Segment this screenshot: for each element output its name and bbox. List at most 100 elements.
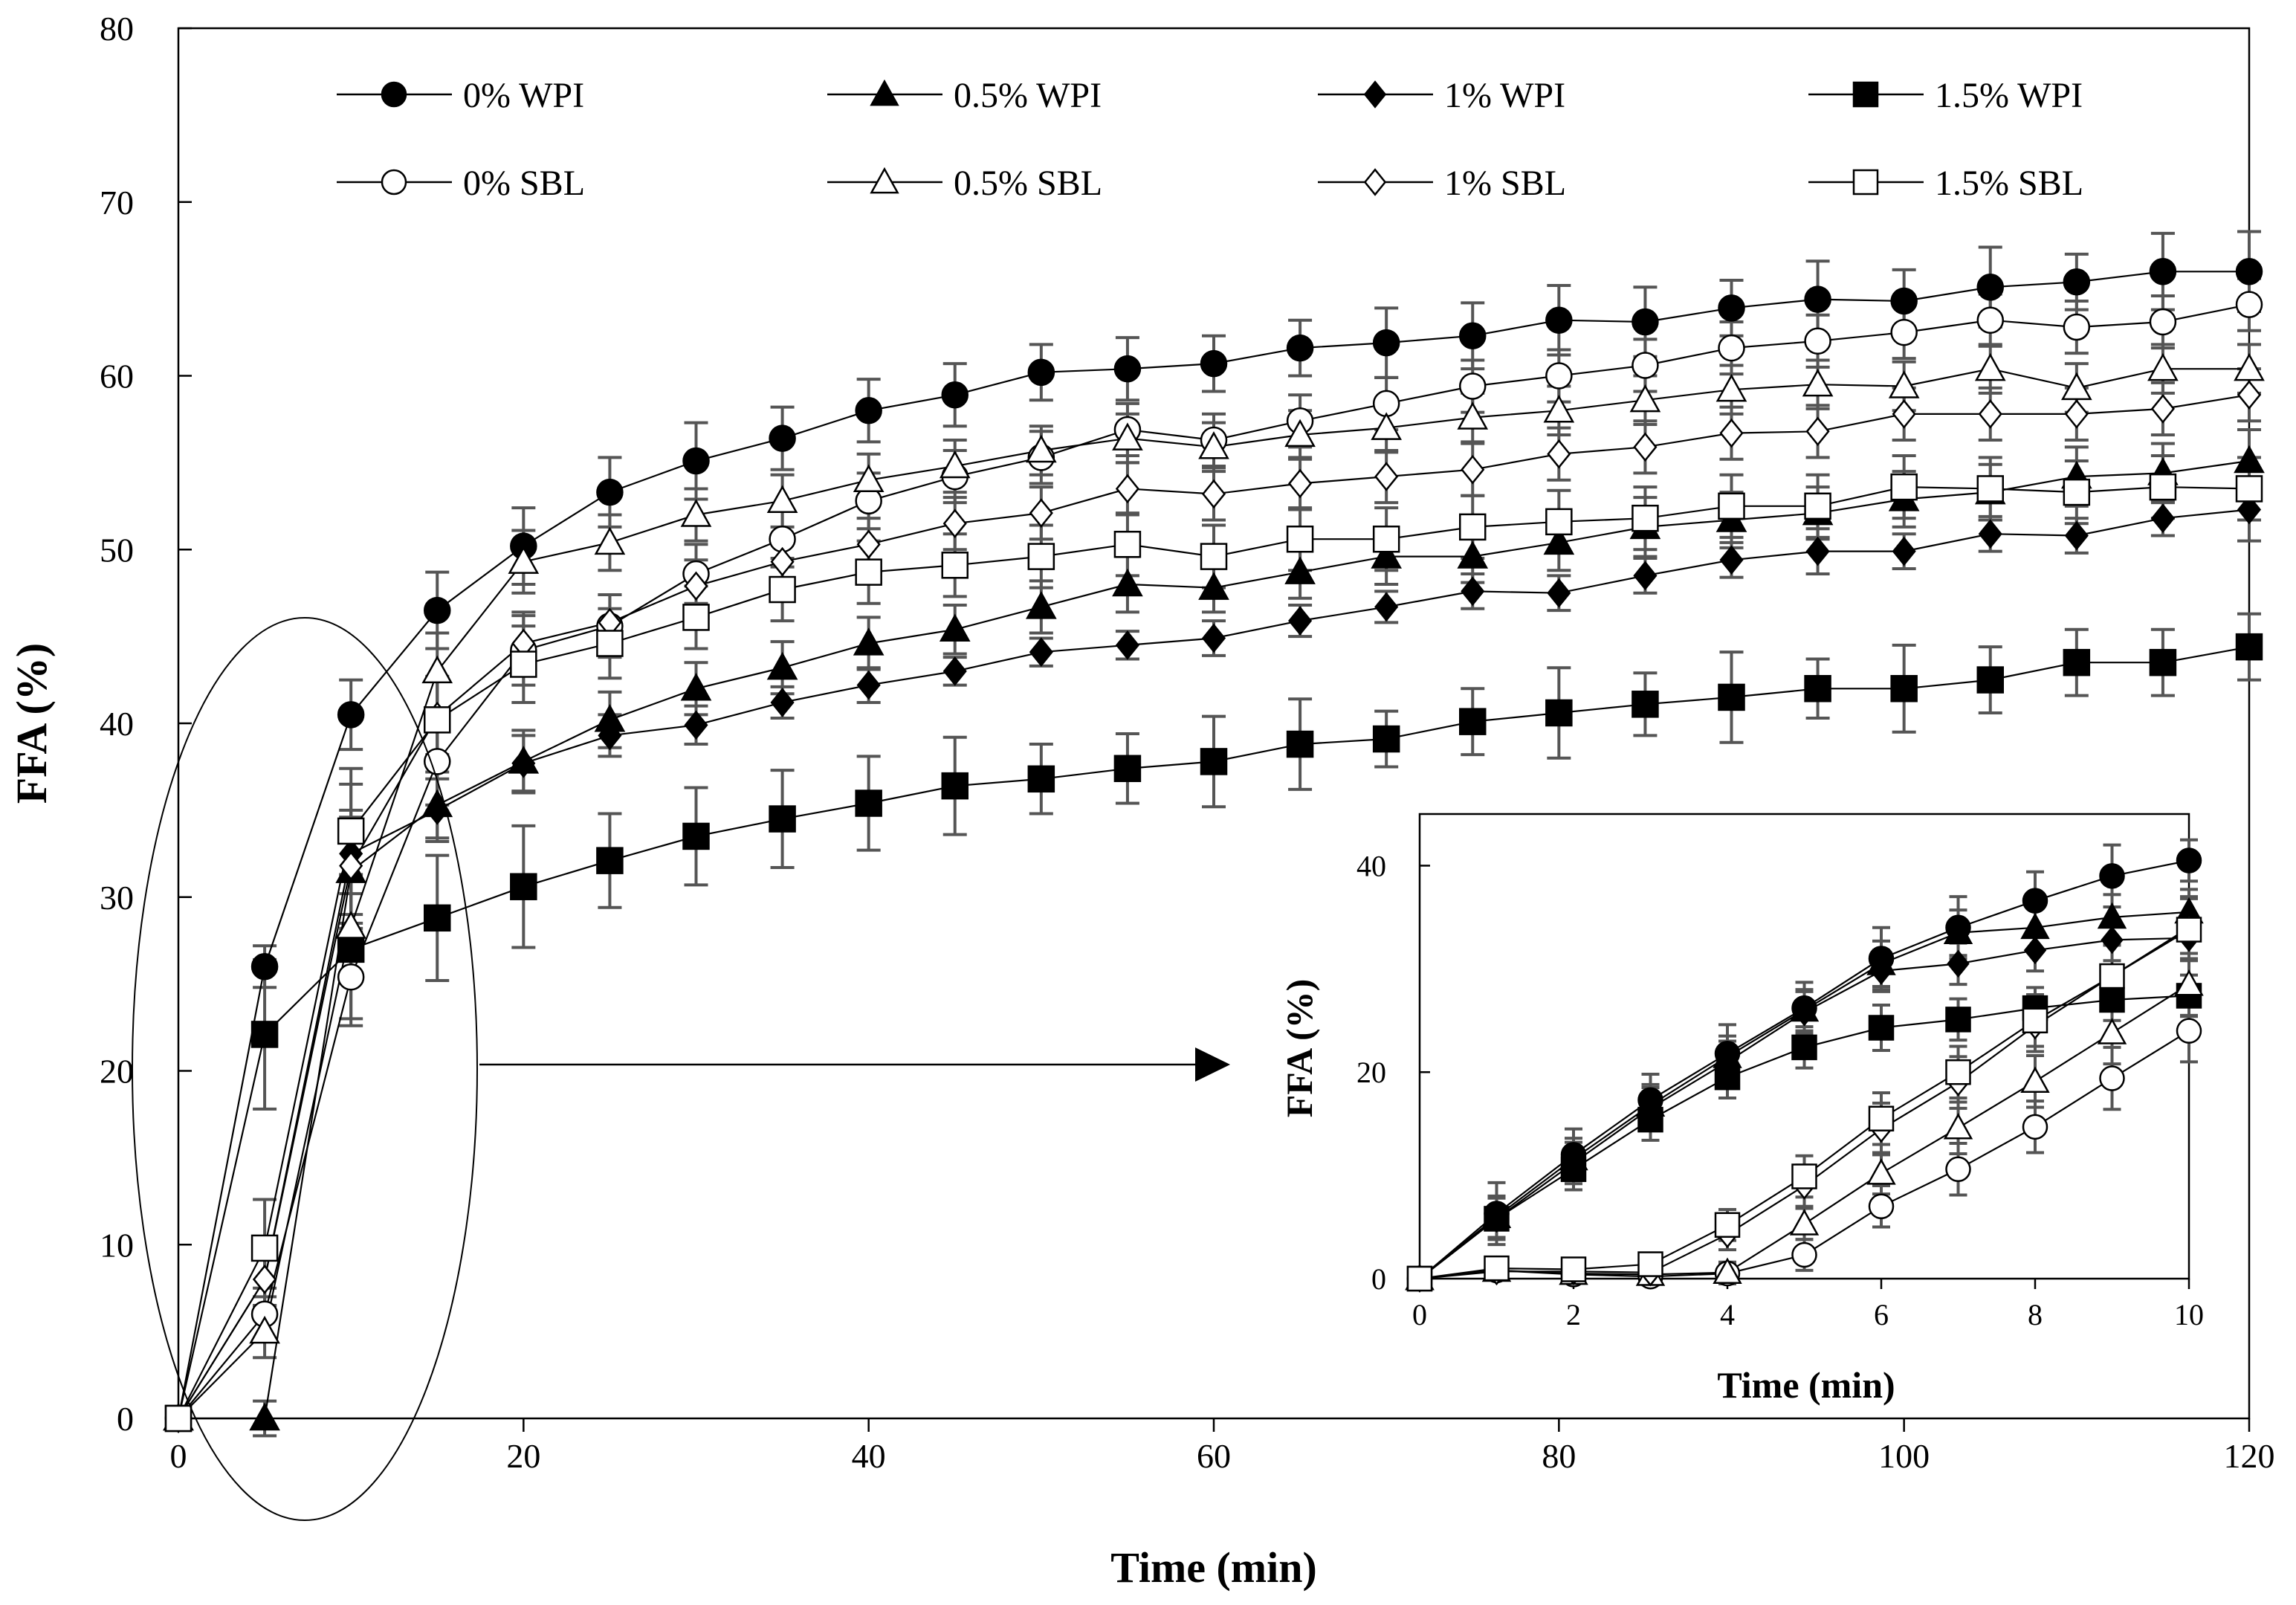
inset-point-1-5pct-wpi-9 — [2099, 986, 2125, 1013]
legend-entry-0pct-wpi: 0% WPI — [337, 76, 584, 115]
legend-marker-1pct-sbl — [1363, 168, 1387, 196]
main-point-1-5pct-sbl-25 — [596, 630, 624, 657]
main-point-1-5pct-sbl-35 — [769, 575, 796, 604]
inset-point-0pct-wpi-8 — [2022, 888, 2048, 914]
main-x-tick-label-20: 20 — [506, 1437, 540, 1475]
main-point-1-5pct-sbl-40 — [855, 558, 882, 586]
main-point-0-5pct-wpi-60 — [1198, 572, 1229, 600]
inset-point-1pct-wpi-5 — [1793, 998, 1816, 1027]
main-point-1-5pct-wpi-65 — [1286, 730, 1314, 758]
main-point-0-5pct-wpi-55 — [1112, 568, 1143, 597]
main-point-1pct-sbl-75 — [1461, 454, 1485, 485]
inset-point-1pct-wpi-7 — [1947, 949, 1970, 978]
inset-point-0-5pct-sbl-6 — [1866, 1158, 1896, 1185]
main-point-0pct-sbl-100 — [1890, 318, 1918, 346]
main-point-0pct-sbl-95 — [1804, 327, 1831, 355]
main-point-1pct-wpi-35 — [770, 688, 795, 717]
main-point-1-5pct-wpi-105 — [1976, 666, 2004, 694]
legend-entry-0pct-sbl: 0% SBL — [337, 164, 585, 203]
main-x-axis-title: Time (min) — [1110, 1543, 1317, 1592]
main-point-0-5pct-sbl-115 — [2147, 352, 2179, 381]
main-point-1-5pct-wpi-25 — [596, 847, 624, 874]
legend-marker-0pct-sbl — [381, 169, 407, 196]
legend-entry-0-5pct-wpi: 0.5% WPI — [827, 76, 1102, 115]
main-point-0-5pct-sbl-75 — [1457, 401, 1489, 430]
main-point-1-5pct-wpi-95 — [1804, 675, 1831, 703]
main-point-1-5pct-sbl-65 — [1286, 525, 1314, 553]
main-y-tick-label-10: 10 — [100, 1226, 134, 1264]
main-point-0-5pct-sbl-15 — [421, 655, 453, 684]
inset-point-1pct-wpi-8 — [2023, 936, 2047, 965]
main-point-1pct-sbl-115 — [2150, 394, 2175, 424]
inset-point-0-5pct-wpi-7 — [1943, 917, 1973, 945]
main-point-0pct-wpi-5 — [250, 953, 279, 981]
main-point-0pct-wpi-75 — [1459, 322, 1487, 349]
main-point-1pct-sbl-85 — [1633, 432, 1658, 462]
main-point-0-5pct-sbl-25 — [594, 526, 626, 555]
main-point-1-5pct-sbl-90 — [1718, 492, 1745, 520]
inset-y-tick-label-20: 20 — [1356, 1056, 1386, 1089]
main-x-tick-label-60: 60 — [1197, 1437, 1231, 1475]
main-point-1-5pct-wpi-35 — [769, 805, 796, 833]
inset-point-1-5pct-wpi-4 — [1714, 1064, 1741, 1091]
inset-point-0-5pct-sbl-9 — [2097, 1018, 2127, 1044]
main-y-tick-label-20: 20 — [100, 1053, 134, 1091]
main-x-tick-label-100: 100 — [1878, 1437, 1930, 1475]
legend-label-1-5pct-sbl: 1.5% SBL — [1935, 164, 2083, 203]
main-point-1-5pct-sbl-105 — [1976, 475, 2004, 503]
main-point-1pct-wpi-55 — [1115, 630, 1139, 660]
main-point-0pct-wpi-65 — [1286, 334, 1314, 362]
inset-point-1-5pct-sbl-9 — [2099, 963, 2125, 989]
main-point-1pct-sbl-40 — [856, 529, 881, 560]
main-point-0pct-sbl-105 — [1976, 306, 2004, 334]
main-point-1-5pct-sbl-30 — [682, 604, 710, 631]
main-point-1pct-wpi-30 — [684, 710, 708, 740]
main-point-1-5pct-wpi-75 — [1459, 708, 1487, 735]
legend-marker-1-5pct-wpi — [1852, 81, 1879, 108]
main-point-1pct-sbl-10 — [339, 850, 363, 881]
main-point-1pct-wpi-90 — [1719, 545, 1744, 575]
inset-point-1-5pct-sbl-6 — [1868, 1105, 1895, 1131]
inset-point-1-5pct-sbl-4 — [1714, 1212, 1741, 1239]
inset-y-axis: 0 20 40 — [1356, 849, 1430, 1296]
main-point-1pct-wpi-25 — [598, 720, 622, 751]
main-point-0pct-sbl-15 — [424, 748, 451, 775]
main-point-0-5pct-sbl-5 — [249, 1315, 280, 1344]
inset-point-1-5pct-wpi-3 — [1637, 1106, 1663, 1133]
main-point-0pct-sbl-120 — [2235, 291, 2263, 318]
inset-point-0pct-wpi-10 — [2176, 847, 2202, 873]
main-point-0pct-wpi-90 — [1718, 294, 1745, 322]
main-point-1-5pct-wpi-10 — [337, 935, 365, 963]
inset-point-0-5pct-sbl-10 — [2174, 969, 2204, 996]
main-point-0pct-wpi-115 — [2149, 258, 2177, 285]
inset-point-1pct-wpi-6 — [1869, 957, 1893, 985]
legend-label-1pct-sbl: 1% SBL — [1444, 164, 1566, 203]
main-y-tick-label-0: 0 — [117, 1400, 134, 1438]
inset-point-0pct-sbl-10 — [2176, 1018, 2202, 1044]
main-point-1pct-sbl-30 — [684, 571, 708, 601]
inset-x-tick-label-6: 6 — [1874, 1298, 1889, 1331]
inset-point-0pct-sbl-7 — [1945, 1156, 1971, 1183]
main-point-0pct-wpi-100 — [1890, 287, 1918, 315]
inset-point-0pct-sbl-9 — [2099, 1065, 2125, 1091]
inset-point-1-5pct-sbl-3 — [1637, 1251, 1663, 1277]
main-y-tick-label-60: 60 — [100, 358, 134, 395]
main-point-0pct-sbl-115 — [2149, 308, 2177, 336]
main-point-1-5pct-sbl-95 — [1804, 492, 1831, 520]
main-point-1pct-sbl-110 — [2064, 399, 2089, 429]
main-point-1-5pct-wpi-90 — [1718, 683, 1745, 711]
inset-point-0pct-sbl-6 — [1868, 1193, 1895, 1220]
inset-point-0-5pct-sbl-5 — [1789, 1209, 1820, 1236]
main-point-1pct-sbl-50 — [1029, 498, 1053, 528]
main-point-1-5pct-wpi-30 — [682, 822, 710, 850]
main-y-axis: 0 10 20 30 40 50 60 70 80 — [100, 10, 192, 1438]
main-point-0-5pct-wpi-70 — [1371, 540, 1402, 569]
main-point-1-5pct-sbl-100 — [1890, 473, 1918, 501]
inset-series-markers — [1405, 847, 2204, 1293]
main-point-0-5pct-sbl-85 — [1629, 384, 1661, 413]
legend-label-1pct-wpi: 1% WPI — [1444, 76, 1565, 115]
main-point-0-5pct-sbl-10 — [335, 911, 366, 939]
main-point-1-5pct-wpi-15 — [424, 904, 451, 932]
legend: 0% WPI 0.5% WPI 1% WPI 1.5% WPI 0% SBL 0.5% S… — [337, 76, 2083, 203]
main-point-0-5pct-sbl-30 — [680, 499, 712, 527]
